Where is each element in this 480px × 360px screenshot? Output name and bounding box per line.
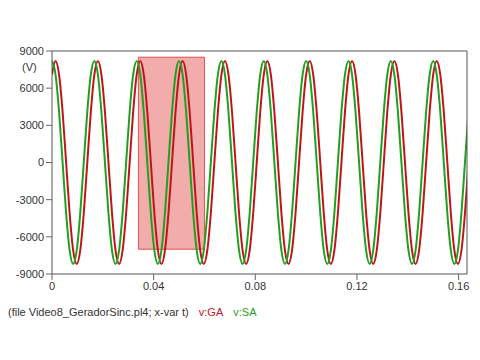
svg-text:0.12: 0.12 — [346, 280, 367, 292]
svg-text:-3000: -3000 — [16, 194, 44, 206]
svg-text:(V): (V) — [22, 61, 37, 73]
svg-text:0: 0 — [49, 280, 55, 292]
html-text:v:GA: v:GA — [198, 306, 224, 318]
svg-text:0.04: 0.04 — [143, 280, 164, 292]
svg-text:-9000: -9000 — [16, 268, 44, 280]
svg-text:6000: 6000 — [20, 82, 44, 94]
svg-text:-6000: -6000 — [16, 231, 44, 243]
svg-text:3000: 3000 — [20, 119, 44, 131]
svg-text:0: 0 — [38, 156, 44, 168]
svg-text:0.08: 0.08 — [245, 280, 266, 292]
html-text:v:SA: v:SA — [233, 306, 257, 318]
svg-text:9000: 9000 — [20, 45, 44, 57]
svg-text:0.16: 0.16 — [448, 280, 469, 292]
html-text:(file Video8_GeradorSinc.pl4;: (file Video8_GeradorSinc.pl4; x-var t) — [8, 306, 189, 318]
